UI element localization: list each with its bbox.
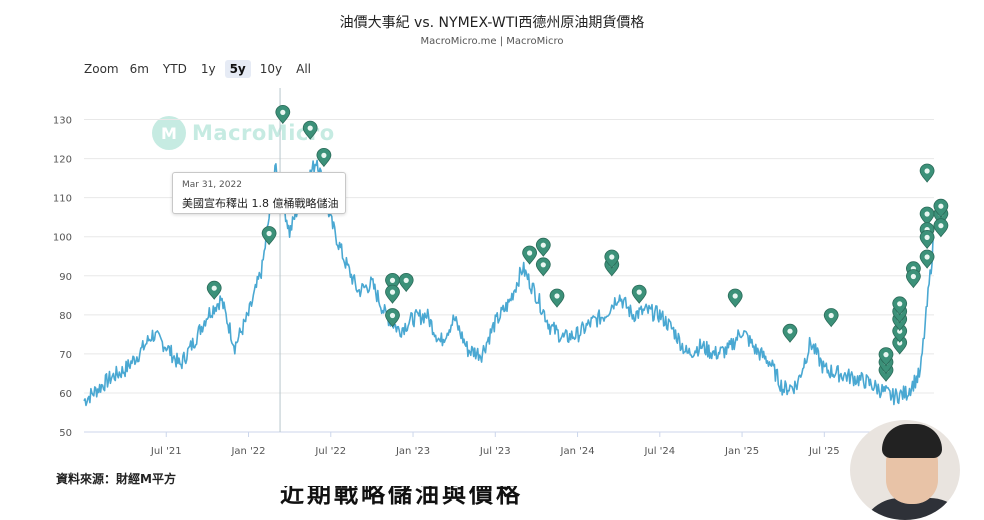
macromicro-logo-icon: M	[152, 116, 186, 150]
pin-dot	[924, 211, 930, 217]
pin-dot	[554, 293, 560, 299]
source-label: 資料來源：財經M平方	[56, 472, 176, 486]
tooltip-text: 美國宣布釋出 1.8 億桶戰略儲油	[182, 197, 339, 210]
event-marker-pin[interactable]	[823, 308, 839, 328]
event-marker-pin[interactable]	[275, 105, 291, 125]
zoom-all-button[interactable]: All	[296, 62, 312, 76]
pin-dot	[938, 203, 944, 209]
event-marker-pin[interactable]	[535, 257, 551, 277]
event-tooltip: Mar 31, 2022 美國宣布釋出 1.8 億桶戰略儲油	[172, 172, 346, 214]
pin-dot	[266, 230, 272, 237]
pin-dot	[924, 254, 930, 260]
event-marker-pin[interactable]	[878, 347, 894, 367]
x-tick-label: Jul '25	[808, 446, 840, 457]
y-tick-label: 110	[53, 194, 72, 205]
event-marker-pin[interactable]	[549, 288, 565, 308]
pin-dot	[938, 223, 944, 229]
chart-title: 油價大事紀 vs. NYMEX-WTI西德州原油期貨價格	[339, 15, 645, 31]
event-marker-pin[interactable]	[933, 198, 949, 218]
pin-dot	[636, 289, 642, 295]
pin-dot	[897, 328, 903, 334]
zoom-ytd-button[interactable]: YTD	[162, 62, 187, 76]
tooltip-date: Mar 31, 2022	[182, 180, 242, 190]
pin-dot	[211, 285, 217, 291]
x-tick-label: Jul '22	[314, 446, 346, 457]
zoom-1y-button[interactable]: 1y	[200, 62, 216, 76]
x-tick-label: Jan '25	[724, 446, 759, 457]
x-tick-label: Jan '22	[230, 446, 265, 457]
event-marker-pin[interactable]	[906, 269, 921, 289]
pin-dot	[828, 312, 834, 319]
pin-dot	[732, 293, 738, 299]
pin-dot	[389, 312, 396, 319]
pin-dot	[403, 277, 409, 283]
pin-dot	[609, 254, 615, 260]
event-marker-pin[interactable]	[535, 237, 551, 257]
x-tick-label: Jan '23	[395, 446, 430, 457]
pin-dot	[280, 109, 286, 115]
x-tick-label: Jul '24	[643, 446, 675, 457]
y-tick-label: 70	[59, 350, 72, 361]
pin-dot	[787, 328, 793, 334]
pin-dot	[307, 125, 313, 131]
event-marker-pin[interactable]	[316, 148, 332, 168]
x-tick-label: Jul '23	[479, 446, 511, 457]
pin-dot	[540, 262, 546, 268]
event-marker-pin[interactable]	[261, 226, 277, 246]
y-tick-label: 100	[53, 233, 72, 244]
y-tick-label: 80	[59, 311, 72, 322]
watermark: M MacroMicro	[152, 116, 335, 150]
presenter-hair	[882, 424, 942, 458]
chart-plot[interactable]: 50 60 70 80 90 100 110 120 130 Jul '21 Jan '22 Jul …	[0, 0, 984, 460]
event-marker-pin[interactable]	[919, 163, 935, 183]
event-marker-pin[interactable]	[206, 280, 222, 300]
zoom-label: Zoom	[84, 62, 119, 76]
event-marker-pin[interactable]	[892, 296, 908, 316]
zoom-10y-button[interactable]: 10y	[259, 62, 283, 76]
event-marker-pin[interactable]	[933, 218, 949, 238]
event-marker-pin[interactable]	[919, 206, 935, 226]
pin-dot	[910, 273, 916, 280]
zoom-bar: Zoom 6m YTD 1y 5y 10y All	[84, 60, 316, 78]
pin-dot	[924, 168, 930, 174]
event-marker-pin[interactable]	[302, 120, 318, 140]
event-marker-pin[interactable]	[919, 249, 935, 269]
series-line	[83, 159, 935, 407]
event-marker-pin[interactable]	[919, 230, 935, 250]
pin-dot	[924, 234, 930, 240]
event-marker-pin[interactable]	[631, 284, 647, 304]
webcam-overlay	[850, 420, 960, 520]
chart-subtitle: MacroMicro.me | MacroMicro	[420, 36, 564, 47]
event-marker-pin[interactable]	[782, 323, 798, 343]
pin-dot	[321, 152, 327, 158]
event-marker-pin[interactable]	[604, 249, 620, 269]
zoom-5y-button[interactable]: 5y	[224, 60, 251, 78]
pin-dot	[389, 277, 396, 283]
pin-dot	[540, 242, 546, 248]
pin-dot	[527, 250, 533, 256]
event-marker-pin[interactable]	[385, 308, 400, 328]
pin-dot	[897, 301, 903, 307]
y-tick-label: 50	[59, 428, 72, 439]
event-marker-pin[interactable]	[385, 284, 400, 304]
y-tick-label: 90	[59, 272, 72, 283]
pin-dot	[883, 352, 889, 358]
zoom-6m-button[interactable]: 6m	[129, 62, 149, 76]
event-marker-pin[interactable]	[727, 288, 743, 308]
y-tick-label: 120	[53, 155, 72, 166]
video-caption-text: 近期戰略儲油與價格	[280, 486, 523, 508]
x-tick-label: Jan '24	[560, 446, 595, 457]
y-tick-label: 130	[53, 116, 72, 127]
video-caption: 近期戰略儲油與價格	[280, 486, 700, 508]
event-marker-pin[interactable]	[522, 245, 537, 265]
event-marker-pin[interactable]	[398, 273, 414, 293]
x-tick-label: Jul '21	[150, 446, 182, 457]
pin-dot	[389, 289, 396, 295]
y-tick-label: 60	[59, 389, 72, 400]
